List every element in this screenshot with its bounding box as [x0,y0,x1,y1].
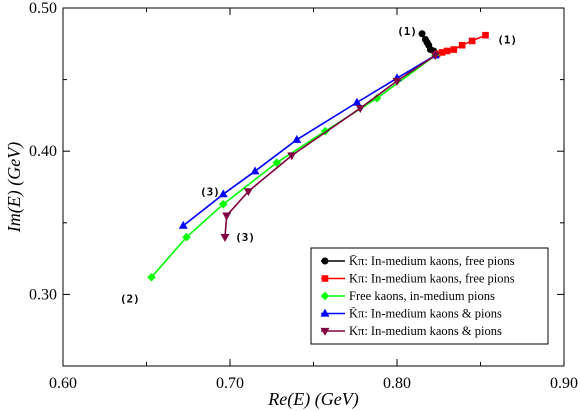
data-point [250,166,260,175]
x-tick-label: 0.90 [550,375,578,392]
legend-label: Kπ: In-medium kaons, free pions [349,272,515,286]
data-point [352,97,362,106]
series-4 [220,52,440,242]
y-tick-label: 0.40 [29,143,57,160]
legend-marker [320,308,330,317]
data-point [482,31,489,39]
x-tick-label: 0.80 [383,375,411,392]
point-annotation: (1) [497,34,517,47]
series-line [224,54,436,238]
point-annotation: (2) [120,293,140,306]
data-point [147,272,156,282]
data-point [458,41,466,49]
legend-label: K̄π: In-medium kaons & pions [349,307,502,321]
data-point [222,212,232,221]
data-point [468,37,476,45]
legend-marker [320,327,330,336]
y-tick-label: 0.30 [29,286,57,303]
legend-label: K̄π: In-medium kaons, free pions [349,254,515,268]
point-annotation: (3) [200,185,220,198]
data-point [272,158,282,167]
data-point [182,232,191,242]
annotations: (1) (1) (3) (3) (2) [120,25,517,306]
series-line [150,54,436,278]
legend: K̄π: In-medium kaons, free pions Kπ: In-m… [310,247,549,345]
axes: 0.60 0.70 0.80 0.90 0.30 0.40 0.50 [29,0,578,392]
series-2 [147,50,440,282]
data-point [292,134,302,143]
data-point [392,77,402,86]
data-point [178,220,188,229]
y-axis-title: Im(E) (GeV) [4,142,25,233]
point-annotation: (3) [235,231,255,244]
data-point [430,52,440,61]
data-point [243,188,253,197]
data-point [418,30,426,38]
legend-marker [321,257,329,265]
legend-label: Free kaons, in-medium pions [349,289,495,303]
plot-series [147,30,489,282]
data-point [219,199,228,209]
data-point [287,152,297,161]
legend-marker [321,275,329,282]
data-point [450,46,458,53]
series-1 [433,31,489,58]
data-point [220,234,230,242]
legend-label: Kπ: In-medium kaons & pions [349,324,502,338]
legend-box [310,247,549,345]
x-axis-title: Re(E) (GeV) [267,389,358,410]
legend-marker [320,291,330,301]
x-tick-label: 0.70 [216,375,244,392]
x-tick-label: 0.60 [49,375,77,392]
point-annotation: (1) [397,25,417,38]
data-point [355,105,365,114]
data-point [218,189,228,198]
y-tick-label: 0.50 [29,0,57,17]
